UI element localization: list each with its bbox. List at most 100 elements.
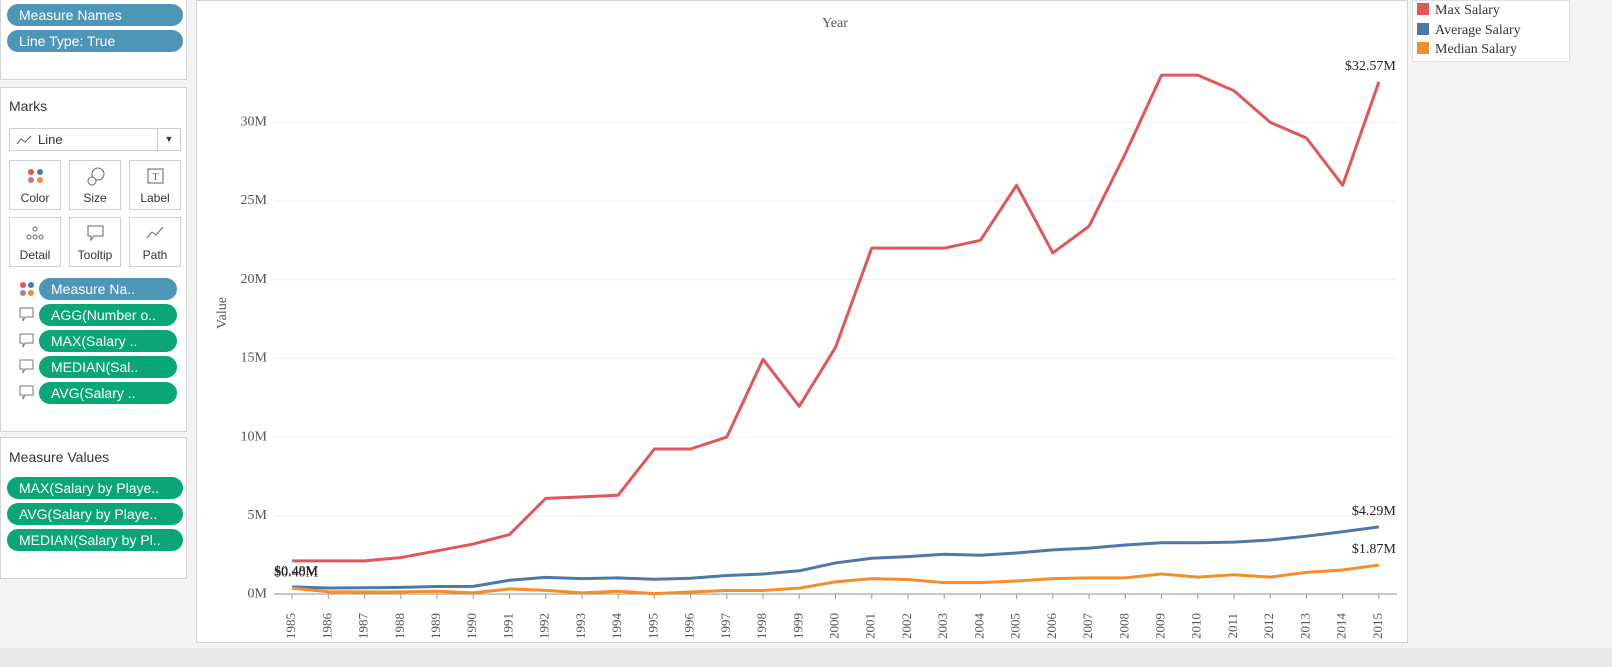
pill[interactable]: AVG(Salary by Playe..: [7, 503, 183, 525]
x-tick-label: 1986: [319, 613, 334, 640]
dropdown-text: Line: [38, 132, 63, 147]
x-tick-label: 1987: [356, 613, 371, 640]
x-tick-label: 2015: [1370, 613, 1385, 639]
x-tick-label: 2003: [935, 613, 950, 639]
x-tick-label: 2002: [899, 613, 914, 639]
rows-shelf: Measure Names Line Type: True: [0, 0, 187, 80]
x-tick-label: 2006: [1044, 613, 1059, 640]
y-tick-label: 10M: [241, 429, 268, 444]
value-label: $1.87M: [1352, 542, 1397, 557]
button-label: Path: [142, 248, 168, 262]
legend-entry[interactable]: Max Salary: [1417, 3, 1500, 19]
y-tick-label: 25M: [241, 193, 268, 208]
x-tick-label: 1991: [500, 613, 515, 639]
legend: Max Salary Average Salary Median Salary: [1412, 0, 1570, 62]
x-tick-label: 1989: [428, 613, 443, 639]
pill[interactable]: MAX(Salary ..: [39, 330, 177, 352]
pill[interactable]: MEDIAN(Sal..: [39, 356, 177, 378]
marks-card: Marks Line ▼ Color Size T Label Detail To…: [0, 87, 187, 432]
button-label: Color: [20, 191, 50, 205]
icon: T: [147, 168, 164, 184]
series-line: [292, 525, 1380, 590]
pill[interactable]: AGG(Number o..: [39, 304, 177, 326]
button-label: Size: [83, 191, 107, 205]
label-button[interactable]: T Label: [129, 160, 181, 210]
x-tick-label: 2004: [971, 613, 986, 640]
x-tick-label: 2001: [863, 613, 878, 639]
card-title: Marks: [9, 98, 48, 114]
legend-label: Max Salary: [1435, 3, 1500, 18]
button-label: Tooltip: [77, 248, 113, 262]
color-icon: [20, 282, 34, 296]
tooltip-icon: [19, 359, 34, 374]
svg-text:T: T: [152, 172, 158, 183]
icon: [87, 167, 105, 186]
status-bar: [0, 648, 1612, 667]
path-button[interactable]: Path: [129, 217, 181, 267]
icon: [16, 135, 32, 145]
y-tick-label: 30M: [241, 114, 268, 129]
chart: Year Value 0M 5M 10M 15M 20M 25M 30M 1985 1986 19…: [196, 0, 1408, 643]
series-line: [292, 73, 1381, 563]
x-tick-label: 1994: [609, 613, 624, 640]
x-tick-label: 1995: [645, 613, 660, 639]
tooltip-icon: [19, 307, 34, 322]
x-tick-label: 1988: [392, 613, 407, 639]
x-tick-label: 2010: [1189, 613, 1204, 639]
size-button[interactable]: Size: [69, 160, 121, 210]
button-label: Label: [140, 191, 170, 205]
tooltip-icon: [19, 385, 34, 400]
mark-type-dropdown[interactable]: Line ▼: [9, 128, 181, 151]
icon: [26, 226, 44, 240]
x-tick-label: 1992: [537, 613, 552, 639]
legend-entry[interactable]: Average Salary: [1417, 22, 1521, 39]
value-label: $4.29M: [1352, 504, 1397, 519]
x-tick-label: 2008: [1116, 613, 1131, 639]
value-label: $0.48M: [274, 564, 319, 579]
x-tick-label: 2000: [826, 613, 841, 639]
tooltip-button[interactable]: Tooltip: [69, 217, 121, 267]
x-tick-label: 1996: [682, 613, 697, 640]
detail-button[interactable]: Detail: [9, 217, 61, 267]
legend-swatch: [1417, 3, 1429, 15]
legend-label: Average Salary: [1435, 22, 1521, 38]
y-tick-label: 15M: [241, 351, 268, 366]
pill[interactable]: AVG(Salary ..: [39, 382, 177, 404]
pill[interactable]: Measure Na..: [39, 278, 177, 300]
x-tick-label: 1993: [573, 613, 588, 639]
x-tick-label: 2005: [1008, 613, 1023, 639]
pill[interactable]: Measure Names: [7, 4, 183, 26]
value-label: $0.40M: [274, 565, 319, 580]
x-tick-label: 1985: [283, 613, 298, 639]
x-tick-label: 2007: [1080, 613, 1095, 640]
y-tick-label: 0M: [248, 587, 268, 602]
color-button[interactable]: Color: [9, 160, 61, 210]
x-tick-label: 2013: [1297, 613, 1312, 639]
legend-entry[interactable]: Median Salary: [1417, 42, 1517, 58]
x-tick-label: 2009: [1153, 613, 1168, 639]
y-tick-label: 20M: [241, 272, 268, 287]
pill[interactable]: MAX(Salary by Playe..: [7, 477, 183, 499]
x-tick-label: 1990: [464, 613, 479, 639]
x-axis-title: Year: [822, 16, 848, 31]
x-tick-label: 1999: [790, 613, 805, 639]
series-line: [291, 563, 1380, 596]
button-label: Detail: [19, 248, 51, 262]
pill[interactable]: MEDIAN(Salary by Pl..: [7, 529, 183, 551]
measure-values-card: Measure Values MAX(Salary by Playe.. AVG…: [0, 437, 187, 579]
x-tick-label: 2011: [1225, 613, 1240, 639]
x-tick-label: 1997: [718, 613, 733, 640]
card-title: Measure Values: [9, 449, 110, 465]
legend-label: Median Salary: [1435, 42, 1518, 57]
legend-swatch: [1417, 42, 1429, 54]
y-axis-title: Value: [215, 297, 230, 329]
icon: [87, 225, 104, 242]
x-tick-label: 1998: [754, 613, 769, 639]
pill[interactable]: Line Type: True: [7, 30, 183, 52]
x-tick-label: 2012: [1261, 613, 1276, 639]
dropdown-arrow: ▼: [157, 129, 180, 150]
icon: [28, 169, 43, 183]
y-tick-label: 5M: [248, 508, 268, 523]
value-label: $32.57M: [1345, 59, 1397, 74]
